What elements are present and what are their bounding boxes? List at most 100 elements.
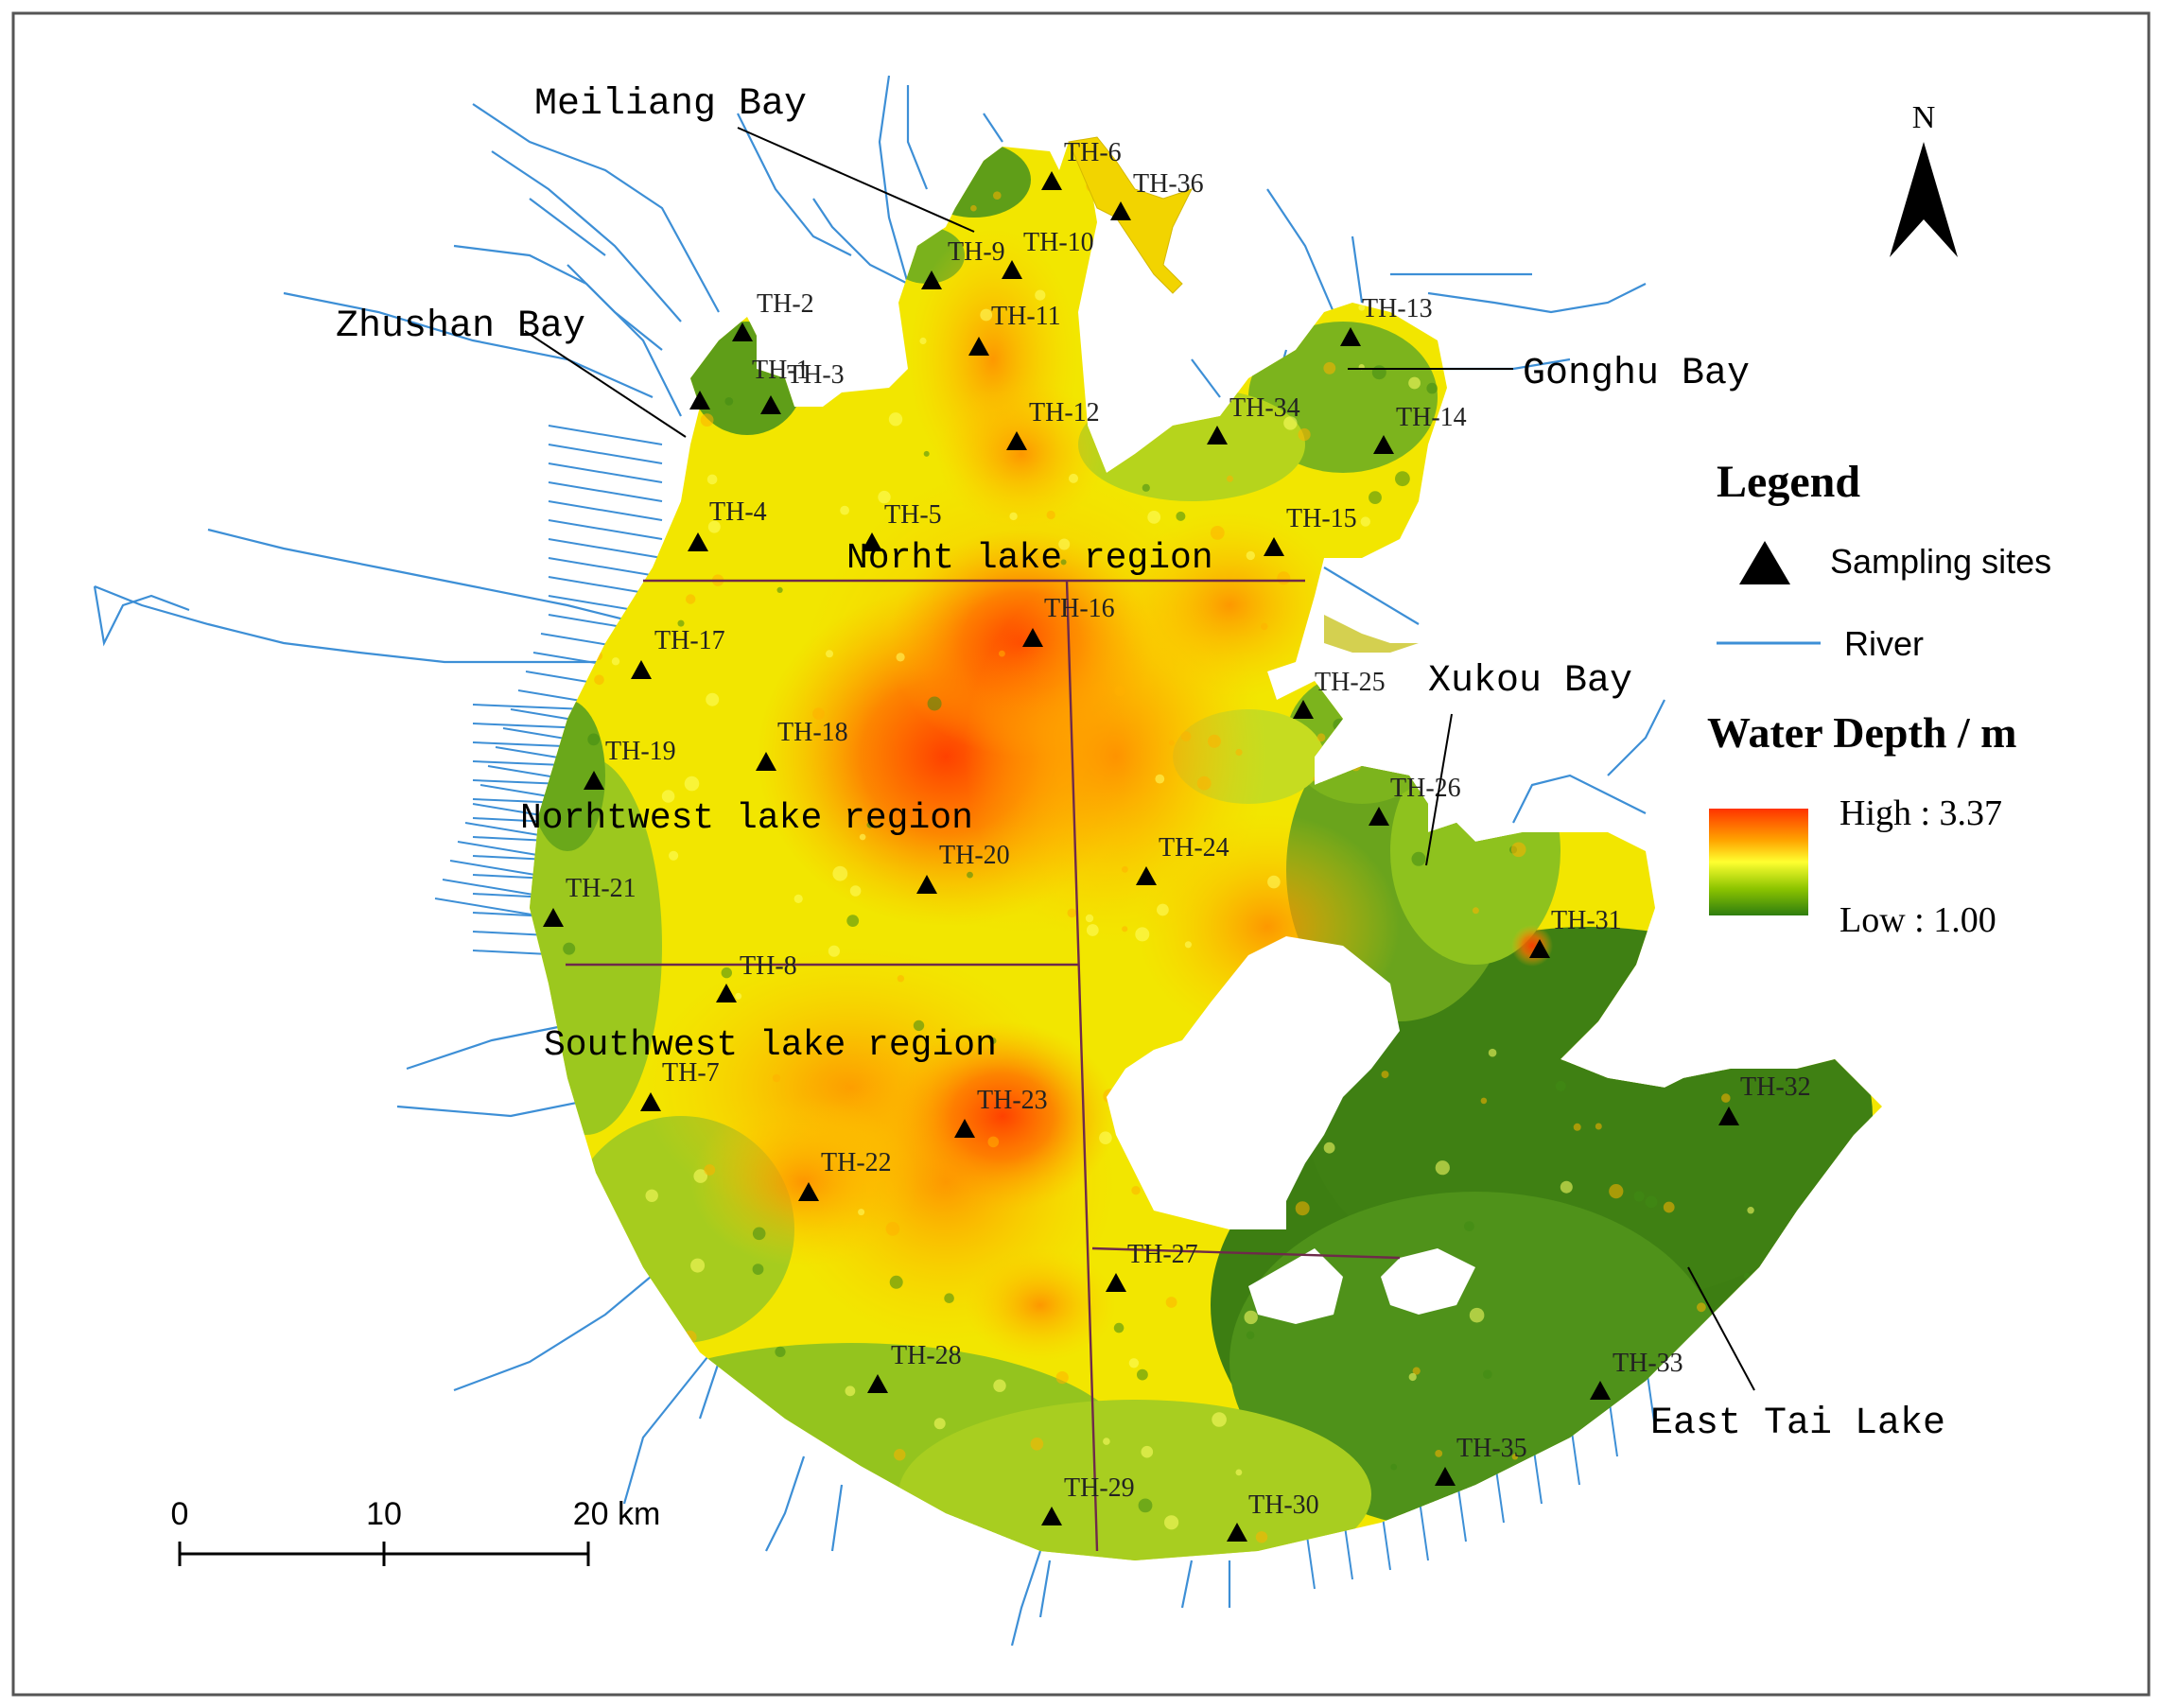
- depth-speck: [1283, 416, 1298, 430]
- depth-speck: [889, 1275, 903, 1289]
- depth-speck: [1835, 411, 1842, 420]
- river-line: [567, 264, 663, 351]
- depth-speck: [1408, 376, 1421, 390]
- gonghu-bay-label: Gonghu Bay: [1523, 353, 1750, 395]
- river-line: [1607, 699, 1665, 776]
- sampling-site-marker-icon: [1022, 628, 1043, 647]
- sampling-site: TH-20: [916, 841, 1010, 894]
- river-network: [93, 75, 1665, 1647]
- depth-speck: [1261, 622, 1268, 631]
- depth-speck: [1142, 483, 1150, 492]
- sampling-sites: TH-1 TH-2 TH-3 TH-4 TH-5 TH-6 TH-7 TH-8 TH-9 TH-1…: [543, 138, 1811, 1542]
- depth-speck: [1358, 304, 1366, 311]
- sampling-site: TH-9: [921, 237, 1005, 289]
- sampling-site: TH-19: [584, 737, 676, 790]
- depth-speck: [1820, 1265, 1835, 1281]
- depth-speck: [1313, 776, 1320, 783]
- depth-speck: [1164, 1515, 1179, 1530]
- sampling-site-marker-icon: [921, 270, 942, 289]
- depth-speck: [1196, 776, 1212, 791]
- depth-speck: [1009, 512, 1018, 521]
- river-line: [548, 462, 663, 483]
- sampling-site-label: TH-13: [1362, 294, 1433, 323]
- sampling-site-marker-icon: [640, 1092, 661, 1111]
- depth-color-ramp: [1709, 809, 1808, 915]
- river-line: [765, 1455, 806, 1552]
- depth-speck: [1816, 1006, 1826, 1017]
- depth-speck: [1369, 491, 1382, 504]
- sampling-site-label: TH-19: [605, 737, 676, 766]
- river-line: [491, 150, 682, 322]
- depth-speck: [1464, 1221, 1474, 1231]
- sampling-site-marker-icon: [1293, 700, 1314, 719]
- sampling-site: TH-35: [1435, 1434, 1527, 1486]
- depth-speck: [1141, 1445, 1154, 1458]
- depth-speck: [1560, 1180, 1573, 1194]
- depth-speck: [1235, 748, 1243, 757]
- depth-speck: [1246, 1331, 1255, 1340]
- depth-speck: [889, 1491, 900, 1502]
- river-line: [737, 113, 852, 256]
- depth-speck: [1155, 774, 1165, 784]
- depth-speck: [1246, 550, 1256, 561]
- river-line: [548, 425, 663, 445]
- depth-speck: [1103, 1438, 1110, 1445]
- depth-speck: [1824, 1018, 1835, 1029]
- depth-speck: [1395, 471, 1410, 487]
- depth-speck: [1295, 1201, 1310, 1216]
- depth-speck: [594, 674, 604, 686]
- depth-speck: [1807, 614, 1818, 624]
- depth-speck: [1511, 1454, 1519, 1460]
- depth-speck: [1802, 1211, 1809, 1218]
- sampling-site-marker-icon: [584, 771, 604, 790]
- depth-speck: [1147, 511, 1161, 524]
- depth-speck: [557, 639, 568, 652]
- north-region-label: Norht lake region: [846, 538, 1213, 579]
- depth-speck: [1086, 924, 1099, 936]
- depth-speck: [923, 450, 930, 457]
- depth-speck: [1797, 619, 1810, 632]
- sampling-site-label: TH-3: [787, 360, 845, 390]
- river-line: [548, 500, 663, 521]
- sampling-site-marker-icon: [867, 1374, 888, 1393]
- depth-speck: [1721, 1093, 1731, 1103]
- river-line: [548, 481, 663, 502]
- depth-speck: [1157, 903, 1169, 916]
- depth-speck: [1381, 1071, 1389, 1079]
- sampling-site-marker-icon: [1207, 426, 1228, 444]
- depth-speck: [611, 657, 620, 666]
- sampling-site-label: TH-10: [1023, 228, 1094, 257]
- sampling-site: TH-14: [1373, 403, 1467, 454]
- depth-speck: [1363, 285, 1373, 295]
- sampling-site-label: TH-1: [752, 356, 810, 385]
- depth-speck: [724, 397, 734, 406]
- sampling-site-label: TH-23: [977, 1086, 1048, 1115]
- depth-speck: [1424, 170, 1433, 179]
- depth-speck: [1399, 704, 1413, 718]
- depth-speck: [1840, 174, 1848, 181]
- depth-speck: [1267, 875, 1281, 889]
- river-line: [1191, 358, 1221, 398]
- depth-speck: [1653, 1482, 1664, 1492]
- river-line: [878, 75, 910, 285]
- depth-speck: [684, 776, 700, 792]
- depth-speck: [919, 337, 927, 345]
- depth-speck: [1055, 1371, 1069, 1385]
- depth-speck: [1131, 1186, 1141, 1195]
- depth-speck: [993, 191, 1002, 200]
- depth-speck: [1087, 323, 1098, 335]
- xukou-leader: [1425, 713, 1453, 866]
- depth-speck: [885, 1222, 900, 1236]
- depth-speck: [1128, 1358, 1140, 1368]
- sampling-site: TH-26: [1369, 774, 1461, 826]
- depth-speck: [913, 1020, 925, 1032]
- sampling-site-label: TH-27: [1127, 1240, 1198, 1269]
- depth-speck: [1135, 927, 1150, 942]
- sampling-site-marker-icon: [1006, 431, 1027, 450]
- sampling-site-marker-icon: [1369, 807, 1389, 826]
- depth-speck: [1573, 1123, 1581, 1131]
- river-line: [548, 519, 663, 540]
- depth-speck: [993, 1379, 1006, 1392]
- river-line: [1351, 235, 1364, 304]
- legend-high-label: High : 3.37: [1839, 793, 2002, 833]
